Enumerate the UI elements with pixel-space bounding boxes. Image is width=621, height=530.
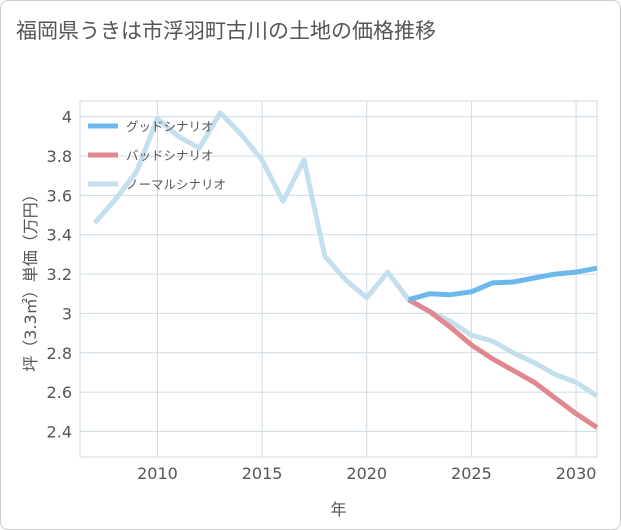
normal-scenario-line: [92, 110, 599, 399]
y-tick-label: 3.8: [47, 147, 72, 166]
x-tick-label: 2025: [451, 464, 492, 483]
bad-scenario-line: [407, 297, 599, 430]
y-tick-label: 2.6: [47, 383, 72, 402]
x-tick-label: 2015: [242, 464, 283, 483]
y-tick-label: 3.6: [47, 186, 72, 205]
y-axis-title: 坪（3.3㎡）単価（万円）: [21, 186, 40, 371]
y-tick-label: 3: [62, 304, 72, 323]
legend-good-label: グッドシナリオ: [126, 119, 214, 134]
x-axis-title: 年: [330, 500, 346, 519]
legend-normal-label: ノーマルシナリオ: [126, 177, 226, 192]
x-tick-label: 2010: [137, 464, 178, 483]
y-tick-label: 3.4: [47, 226, 72, 245]
y-tick-label: 4: [62, 108, 72, 127]
x-tick-label: 2030: [556, 464, 597, 483]
x-tick-label: 2020: [346, 464, 387, 483]
legend-bad-label: バッドシナリオ: [126, 148, 214, 163]
good-scenario-line: [407, 265, 598, 303]
chart-title: 福岡県うきは市浮羽町古川の土地の価格推移: [16, 19, 436, 43]
y-tick-label: 2.4: [47, 422, 72, 441]
plot-frame: [79, 100, 598, 458]
y-tick-label: 2.8: [47, 344, 72, 363]
y-tick-label: 3.2: [47, 265, 72, 284]
